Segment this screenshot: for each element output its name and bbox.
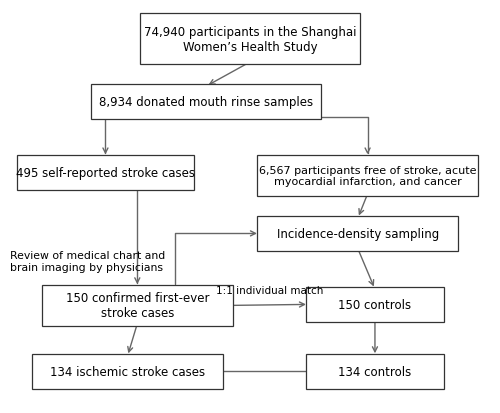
Text: 134 ischemic stroke cases: 134 ischemic stroke cases [50,365,205,378]
FancyBboxPatch shape [258,156,478,196]
FancyArrowPatch shape [359,197,366,215]
FancyBboxPatch shape [32,354,223,389]
FancyBboxPatch shape [17,156,194,190]
Text: 1:1 individual match: 1:1 individual match [216,285,324,295]
FancyArrowPatch shape [233,302,304,307]
FancyBboxPatch shape [306,287,444,322]
FancyArrowPatch shape [359,252,374,285]
Text: Incidence-density sampling: Incidence-density sampling [276,227,439,240]
FancyArrowPatch shape [210,64,248,85]
FancyArrowPatch shape [128,327,136,352]
Text: 8,934 donated mouth rinse samples: 8,934 donated mouth rinse samples [99,96,313,109]
Text: 150 confirmed first-ever
stroke cases: 150 confirmed first-ever stroke cases [66,292,209,320]
Text: 74,940 participants in the Shanghai
Women’s Health Study: 74,940 participants in the Shanghai Wome… [144,26,356,54]
Text: 495 self-reported stroke cases: 495 self-reported stroke cases [16,166,195,180]
FancyBboxPatch shape [306,354,444,389]
Text: 6,567 participants free of stroke, acute
myocardial infarction, and cancer: 6,567 participants free of stroke, acute… [259,165,476,187]
FancyArrowPatch shape [372,323,378,352]
Text: Review of medical chart and
brain imaging by physicians: Review of medical chart and brain imagin… [10,250,165,272]
FancyBboxPatch shape [258,216,458,251]
Text: 150 controls: 150 controls [338,298,411,311]
FancyBboxPatch shape [140,14,360,65]
FancyBboxPatch shape [42,285,233,326]
Text: 134 controls: 134 controls [338,365,411,378]
FancyBboxPatch shape [91,85,321,119]
